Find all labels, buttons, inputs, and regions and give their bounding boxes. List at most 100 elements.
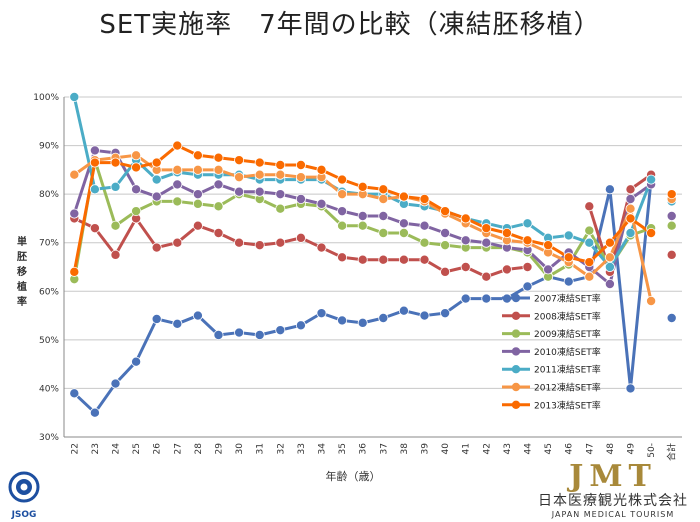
x-axis-title: 年齢（歳）: [326, 469, 381, 483]
data-point: [357, 181, 368, 192]
x-tick-label: 27: [173, 443, 183, 454]
data-point: [213, 227, 224, 238]
legend-label: 2012凍結SET率: [534, 382, 601, 394]
data-point: [234, 172, 245, 183]
total-point: [666, 312, 677, 323]
y-axis-title-char: 単: [17, 235, 27, 248]
chart-legend: 2007凍結SET率 2008凍結SET率 2009凍結SET率 2010凍結SET率…: [502, 293, 601, 411]
data-point: [440, 308, 451, 319]
data-point: [110, 220, 121, 231]
y-tick-label: 40%: [39, 384, 59, 394]
x-tick-label: 42: [482, 443, 492, 454]
data-point: [89, 407, 100, 418]
data-point: [69, 208, 80, 219]
data-point: [275, 189, 286, 200]
x-tick-label: 44: [524, 443, 534, 455]
legend-swatch-marker: [511, 365, 521, 374]
data-point: [522, 218, 533, 229]
data-point: [192, 310, 203, 321]
data-point: [69, 92, 80, 103]
data-point: [398, 227, 409, 238]
x-tick-label: 49: [627, 443, 637, 455]
x-tick-label: 43: [503, 443, 513, 454]
data-point: [316, 308, 327, 319]
jmt-company-name-jp: 日本医療観光株式会社: [538, 493, 688, 509]
data-point: [357, 254, 368, 265]
data-point: [275, 203, 286, 214]
x-tick-label: 50-: [647, 443, 657, 458]
x-tick-label: 28: [194, 443, 204, 455]
data-point: [337, 315, 348, 326]
chart-axes: 30% 40% 50% 60% 70% 80% 90% 100% 22 23 24 25 26 27 28 2…: [16, 93, 682, 483]
data-point: [522, 235, 533, 246]
data-point: [89, 157, 100, 168]
legend-swatch-marker: [511, 400, 521, 409]
series-points: [69, 92, 677, 418]
data-point: [378, 193, 389, 204]
data-point: [213, 179, 224, 190]
total-point: [666, 189, 677, 200]
data-point: [213, 201, 224, 212]
data-point: [254, 329, 265, 340]
x-tick-label: 23: [91, 443, 101, 454]
x-tick-label: 47: [585, 443, 595, 454]
jsog-label: JSOG: [11, 510, 37, 520]
legend-swatch-marker: [511, 311, 521, 320]
data-point: [543, 264, 554, 275]
data-point: [172, 179, 183, 190]
data-point: [460, 235, 471, 246]
x-tick-label: 30: [235, 443, 245, 455]
x-tick-label: 41: [462, 443, 472, 454]
data-point: [234, 155, 245, 166]
data-point: [584, 257, 595, 268]
data-point: [337, 189, 348, 200]
data-point: [646, 174, 657, 185]
y-tick-label: 100%: [33, 93, 59, 103]
data-point: [378, 210, 389, 221]
data-point: [584, 237, 595, 248]
data-point: [110, 378, 121, 389]
data-point: [357, 220, 368, 231]
data-point: [89, 145, 100, 156]
data-point: [295, 193, 306, 204]
data-point: [192, 189, 203, 200]
data-point: [151, 242, 162, 253]
data-point: [69, 388, 80, 399]
x-tick-label: 22: [70, 443, 80, 454]
data-point: [234, 327, 245, 338]
data-point: [131, 206, 142, 217]
slide-title: SET実施率 7年間の比較（凍結胚移植）: [99, 10, 601, 40]
data-point: [398, 254, 409, 265]
x-tick-label: 25: [132, 443, 142, 454]
data-point: [419, 237, 430, 248]
x-tick-label: 31: [256, 443, 266, 454]
data-point: [337, 206, 348, 217]
data-point: [604, 278, 615, 289]
total-point: [666, 249, 677, 260]
x-tick-label: 37: [379, 443, 389, 454]
data-point: [419, 193, 430, 204]
data-point: [337, 220, 348, 231]
x-tick-label: 39: [421, 443, 431, 455]
legend-swatch-marker: [511, 347, 521, 356]
x-tick-label: 33: [297, 443, 307, 454]
data-point: [460, 213, 471, 224]
data-point: [378, 184, 389, 195]
legend-label: 2010凍結SET率: [534, 346, 601, 358]
x-tick-label: 合計: [666, 443, 678, 461]
jsog-emblem-icon: [8, 471, 40, 503]
data-point: [69, 266, 80, 277]
data-point: [69, 169, 80, 180]
data-point: [151, 191, 162, 202]
data-point: [378, 254, 389, 265]
jmt-company-name-en: JAPAN MEDICAL TOURISM: [551, 510, 675, 519]
x-tick-label: 38: [400, 443, 410, 455]
data-point: [481, 271, 492, 282]
data-point: [172, 237, 183, 248]
data-point: [522, 261, 533, 272]
total-point: [666, 210, 677, 221]
data-point: [481, 293, 492, 304]
x-tick-label: 48: [606, 443, 616, 455]
data-point: [192, 198, 203, 209]
